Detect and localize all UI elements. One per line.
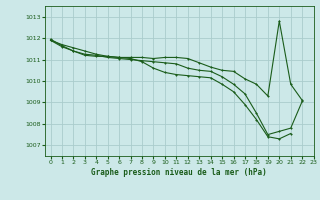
X-axis label: Graphe pression niveau de la mer (hPa): Graphe pression niveau de la mer (hPa) [91,168,267,177]
